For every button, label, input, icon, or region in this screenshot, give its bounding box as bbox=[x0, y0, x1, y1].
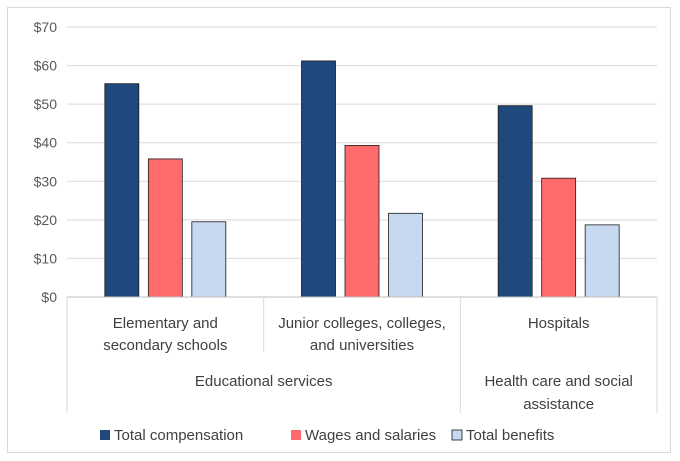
y-tick-label: $20 bbox=[34, 212, 58, 228]
legend-label: Wages and salaries bbox=[305, 427, 436, 444]
bar-wages-and-salaries bbox=[147, 158, 183, 298]
y-axis: $0 $10 $20 $30 $40 $50 $60 $70 bbox=[34, 19, 58, 305]
legend: Total compensation Wages and salaries Tota… bbox=[100, 427, 554, 444]
y-tick-label: $10 bbox=[34, 250, 58, 266]
legend-swatch bbox=[100, 430, 110, 440]
legend-label: Total compensation bbox=[114, 427, 243, 444]
group-label: assistance bbox=[523, 396, 594, 413]
legend-swatch bbox=[451, 429, 463, 441]
category-label: Elementary and bbox=[113, 315, 218, 332]
y-tick-label: $70 bbox=[34, 19, 58, 35]
bar-wages-and-salaries bbox=[541, 177, 577, 298]
y-tick-label: $40 bbox=[34, 135, 58, 151]
x-axis: Elementary and secondary schools Junior co… bbox=[66, 296, 658, 413]
category-label: secondary schools bbox=[103, 337, 227, 354]
group-label: Educational services bbox=[195, 373, 333, 390]
y-tick-label: $50 bbox=[34, 96, 58, 112]
bar-wages-and-salaries bbox=[344, 145, 380, 298]
bar-total-benefits bbox=[388, 212, 423, 298]
category-label: and universities bbox=[310, 337, 414, 354]
bar-total-benefits bbox=[191, 221, 227, 298]
bar-total-compensation bbox=[497, 105, 533, 298]
bar-total-compensation bbox=[104, 83, 140, 298]
legend-swatch bbox=[291, 430, 301, 440]
legend-label: Total benefits bbox=[466, 427, 554, 444]
group-label: Health care and social bbox=[484, 373, 632, 390]
category-label: Junior colleges, colleges, bbox=[278, 315, 446, 332]
category-label: Hospitals bbox=[528, 315, 590, 332]
bar-total-compensation bbox=[301, 60, 336, 298]
y-tick-label: $0 bbox=[41, 289, 57, 305]
bars bbox=[104, 60, 620, 298]
y-tick-label: $60 bbox=[34, 58, 58, 74]
y-tick-label: $30 bbox=[34, 173, 58, 189]
bar-total-benefits bbox=[584, 224, 620, 298]
